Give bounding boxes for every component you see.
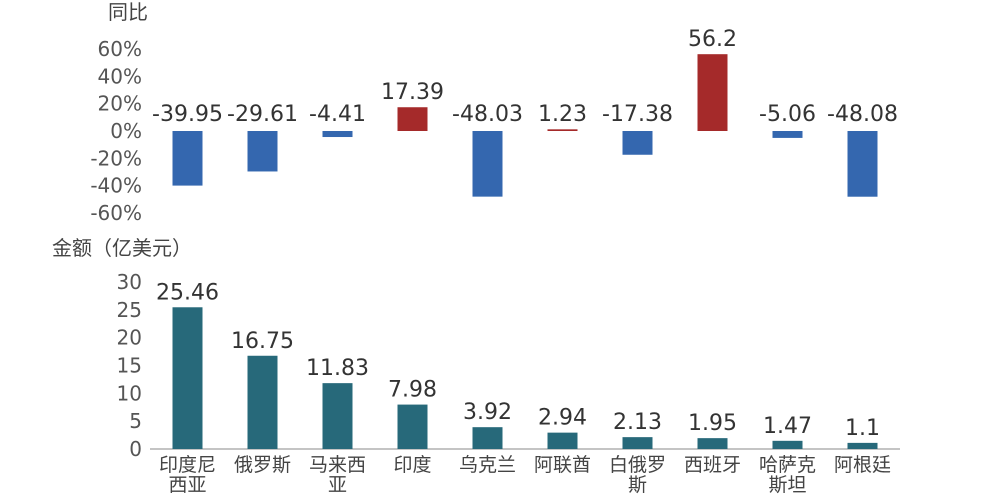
amount-bar	[622, 437, 653, 449]
yoy-bar	[172, 131, 203, 186]
yoy-bar	[322, 131, 353, 138]
yoy-y-tick-label: -20%	[90, 146, 142, 170]
yoy-value-label: -39.95	[152, 102, 223, 127]
amount-value-label: 25.46	[156, 280, 219, 305]
country-label: 马来西	[309, 454, 366, 476]
amount-bar	[847, 442, 878, 449]
amount-value-label: 7.98	[388, 378, 437, 403]
yoy-axis-title: 同比	[108, 0, 148, 24]
yoy-value-label: 1.23	[538, 102, 587, 127]
amount-bar	[172, 307, 203, 449]
yoy-y-tick-label: 40%	[98, 64, 142, 88]
amount-value-label: 1.95	[688, 411, 737, 436]
yoy-bar	[472, 131, 503, 197]
yoy-y-tick-label: -60%	[90, 201, 142, 225]
yoy-y-tick-label: -40%	[90, 174, 142, 198]
yoy-value-label: -29.61	[227, 102, 298, 127]
amount-value-label: 1.1	[845, 416, 880, 441]
yoy-y-tick-label: 60%	[98, 37, 142, 61]
amount-y-tick-label: 20	[117, 326, 142, 350]
yoy-bar	[772, 131, 803, 138]
yoy-bar	[697, 54, 728, 132]
country-label: 亚	[328, 474, 347, 496]
country-label: 阿根廷	[834, 454, 891, 476]
country-label: 乌克兰	[459, 454, 516, 476]
amount-value-label: 2.94	[538, 406, 587, 431]
country-label: 俄罗斯	[234, 454, 291, 476]
amount-y-tick-label: 25	[117, 298, 142, 322]
country-label: 西亚	[168, 474, 206, 496]
amount-y-ticks: 30 25 20 15 10 5 0	[117, 270, 142, 461]
yoy-value-label: -17.38	[602, 102, 673, 127]
amount-bar	[697, 438, 728, 449]
yoy-value-label: -5.06	[759, 102, 816, 127]
yoy-value-label: -4.41	[309, 102, 366, 127]
yoy-bar	[247, 131, 278, 172]
amount-value-labels: 25.46 16.75 11.83 7.98 3.92 2.94 2.13 1.95 1.47 1…	[156, 280, 880, 441]
amount-y-tick-label: 5	[129, 409, 142, 433]
yoy-value-label: -48.03	[452, 102, 523, 127]
yoy-value-label: 56.2	[688, 27, 737, 52]
amount-bar	[547, 432, 578, 449]
yoy-value-label: 17.39	[381, 80, 444, 105]
yoy-y-ticks: 60% 40% 20% 0% -20% -40% -60%	[90, 37, 142, 225]
yoy-bar	[847, 131, 878, 197]
amount-value-label: 11.83	[306, 356, 369, 381]
country-label: 西班牙	[684, 454, 741, 476]
amount-y-tick-label: 30	[117, 270, 142, 294]
country-label: 哈萨克	[759, 454, 816, 476]
yoy-y-tick-label: 20%	[98, 92, 142, 116]
yoy-chart: 同比 60%40%20%0%-20%-40%-60% -39.95 -29.61-…	[90, 0, 898, 225]
yoy-bar	[397, 107, 428, 131]
amount-bar	[247, 355, 278, 449]
amount-value-label: 3.92	[463, 400, 512, 425]
amount-value-label: 1.47	[763, 414, 812, 439]
country-label: 印度	[393, 454, 431, 476]
yoy-y-tick-label: 0%	[110, 119, 142, 143]
amount-axis-title: 金额（亿美元）	[52, 236, 192, 260]
yoy-bar	[547, 129, 578, 131]
amount-value-label: 16.75	[231, 329, 294, 354]
country-label: 白俄罗	[609, 454, 666, 476]
amount-y-tick-label: 0	[129, 437, 142, 461]
amount-bar	[322, 383, 353, 449]
amount-y-tick-label: 10	[117, 381, 142, 405]
yoy-value-label: -48.08	[827, 102, 898, 127]
amount-bars	[172, 307, 878, 449]
country-label: 阿联酋	[534, 454, 591, 476]
country-label: 斯坦	[768, 474, 806, 496]
yoy-bar	[622, 131, 653, 155]
yoy-value-labels: -39.95 -29.61 -4.41 17.39 -48.03 1.23 -17.38 56…	[152, 27, 898, 127]
amount-chart: 金额（亿美元） 30 25 20 15 10 5 0 25.46 16.75 11.83 7.98…	[52, 236, 900, 496]
country-label: 斯	[628, 474, 647, 496]
amount-bar	[397, 404, 428, 449]
amount-bar	[772, 440, 803, 449]
country-label: 印度尼	[159, 454, 216, 476]
amount-bar	[472, 427, 503, 449]
yoy-bars	[172, 54, 878, 197]
amount-y-tick-label: 15	[117, 354, 142, 378]
amount-value-label: 2.13	[613, 410, 662, 435]
